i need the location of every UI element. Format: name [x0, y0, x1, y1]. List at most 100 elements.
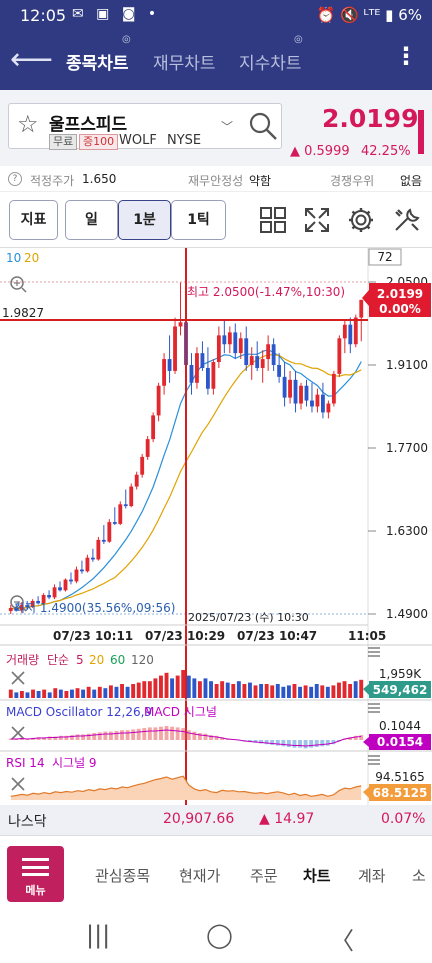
candle [326, 400, 331, 419]
macd-bar [114, 730, 119, 740]
candle [52, 584, 57, 600]
chart-area[interactable]: 72 10 20 2.0500 1.9100 1.7700 1.6300 1.4900 … [0, 248, 432, 805]
candle [238, 332, 243, 360]
macd-bar [298, 740, 302, 748]
menu-button[interactable]: 메뉴 [7, 846, 64, 902]
candle [310, 382, 314, 413]
close-panel-icon[interactable] [11, 726, 25, 740]
margin-tag: 증100 [79, 134, 119, 150]
free-tag: 무료 [49, 134, 78, 150]
candle [151, 412, 156, 443]
volume-bar [92, 689, 97, 698]
candle [255, 341, 260, 371]
volume-bar [64, 691, 69, 698]
candle-count-box[interactable]: 72 [377, 250, 392, 264]
help-icon[interactable]: ? [8, 172, 22, 186]
close-panel-icon[interactable] [11, 671, 25, 685]
candle [14, 603, 19, 612]
volume-legend-item: 5 [76, 653, 84, 667]
rsi-top-label: 94.5165 [375, 770, 425, 784]
tools-icon[interactable] [392, 206, 420, 234]
candle [342, 320, 347, 354]
volume-bar [42, 689, 47, 698]
candle [123, 489, 128, 509]
panel-menu-icon[interactable] [368, 647, 380, 657]
home-icon[interactable]: ◯ [206, 921, 233, 949]
candle [85, 554, 90, 573]
volume-bar [259, 684, 264, 698]
panel-menu-icon[interactable] [368, 755, 380, 765]
price-change-percent: 42.25% [361, 144, 411, 159]
volume-bar [275, 684, 280, 698]
candle [167, 335, 172, 383]
candle [90, 548, 95, 562]
stock-name: 울프스피드 [49, 115, 128, 135]
candle [47, 590, 51, 600]
panel-menu-icon[interactable] [368, 703, 380, 713]
tab-stock-chart[interactable]: 종목차트 [66, 54, 129, 74]
price-chart-svg[interactable]: 72 10 20 2.05001.91001.77001.63001.4900 … [0, 248, 432, 805]
nav-item-more[interactable]: 소 [412, 867, 426, 885]
nav-item-chart[interactable]: 차트 [303, 867, 331, 885]
nav-item-watchlist[interactable]: 관심종목 [95, 867, 151, 885]
period-1tick-button[interactable]: 1틱 [171, 200, 226, 240]
nav-item-account[interactable]: 계좌 [358, 867, 386, 885]
tab-index-chart[interactable]: 지수차트 [239, 54, 302, 74]
macd-bar [220, 737, 225, 740]
price-change: ▲ 0.5999 [290, 144, 350, 159]
search-icon[interactable] [247, 110, 279, 142]
volume-bar [153, 678, 158, 698]
volume-bar [197, 681, 202, 698]
candle [101, 525, 106, 545]
index-ticker-bar[interactable]: 나스닥 20,907.66 ▲ 14.97 0.07% [0, 805, 432, 835]
layout-grid-icon[interactable] [259, 206, 287, 234]
chevron-down-icon[interactable]: ﹀ [221, 120, 234, 134]
volume-bar [108, 685, 113, 698]
volume-bar [186, 675, 191, 698]
nav-item-order[interactable]: 주문 [250, 867, 278, 885]
current-change-tag-value: 0.00% [379, 302, 421, 316]
nav-item-quote[interactable]: 현재가 [179, 867, 221, 885]
volume-bar [342, 681, 347, 698]
recents-icon[interactable]: ||| [86, 921, 111, 949]
ma-legend-10: 10 [6, 251, 21, 265]
candle [145, 436, 150, 460]
volume-bar [236, 681, 241, 698]
settings-gear-icon[interactable] [347, 206, 375, 234]
candle [178, 282, 183, 336]
back-icon[interactable]: 〈 [330, 927, 354, 955]
period-day-button[interactable]: 일 [65, 200, 118, 240]
zoom-in-icon[interactable] [10, 276, 27, 293]
tab-financial-chart[interactable]: 재무차트 [153, 54, 216, 74]
volume-legend-item: 거래량 [6, 653, 39, 667]
arrow-left-icon[interactable]: ⟵ [10, 42, 54, 77]
kebab-menu-icon[interactable]: ⋮ [394, 42, 418, 70]
macd-bar [147, 727, 152, 740]
rsi-area [10, 776, 362, 800]
crosshair-price-label: 1.9827 [2, 306, 44, 320]
price-axis-label: 1.7700 [386, 441, 428, 455]
volume-bar [114, 686, 119, 698]
favorite-star-icon[interactable]: ☆ [17, 110, 39, 138]
stock-selector[interactable]: ☆ 울프스피드 ﹀ 무료 증100 WOLF NYSE [8, 103, 282, 150]
time-tick-3: 07/23 10:47 [237, 629, 317, 643]
period-1min-button[interactable]: 1분 [118, 200, 171, 240]
macd-top-label: 0.1044 [379, 719, 421, 733]
expand-icon[interactable] [303, 206, 331, 234]
candle [227, 326, 232, 354]
macd-bar [142, 728, 147, 740]
indicator-button[interactable]: 지표 [9, 200, 58, 240]
macd-bar [270, 740, 275, 745]
candle [348, 317, 353, 354]
candle [189, 353, 194, 395]
rsi-line [10, 775, 362, 797]
candle [140, 453, 145, 478]
fair-price-value: 1.650 [82, 172, 117, 186]
candle [36, 596, 41, 605]
time-tick-1: 07/23 10:11 [53, 629, 133, 643]
volume-bar [147, 681, 152, 698]
volume-bar [320, 685, 325, 698]
macd-bar [70, 735, 74, 740]
candle [282, 362, 287, 407]
close-panel-icon[interactable] [11, 777, 25, 791]
